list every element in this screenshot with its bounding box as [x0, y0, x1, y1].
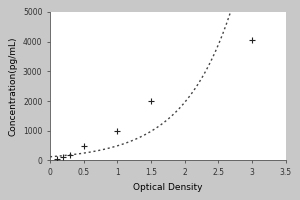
X-axis label: Optical Density: Optical Density: [133, 183, 202, 192]
Y-axis label: Concentration(pg/mL): Concentration(pg/mL): [8, 36, 17, 136]
